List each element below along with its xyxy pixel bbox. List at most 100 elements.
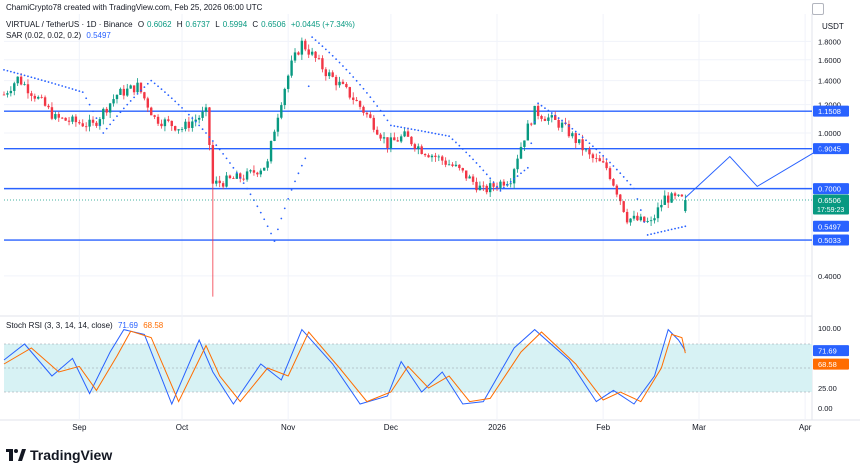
symbol-header: VIRTUAL / TetherUS · 1D · Binance O 0.606… — [6, 20, 355, 29]
sar-dot — [6, 69, 9, 72]
sar-dot — [208, 136, 211, 138]
sar-dot — [40, 79, 43, 82]
stoch-rsi-header: Stoch RSI (3, 3, 14, 14, close) 71.69 68… — [6, 321, 166, 330]
sar-dot — [520, 172, 522, 175]
chart-created-by: ChamiCrypto78 created with TradingView.c… — [6, 3, 263, 12]
sar-dot — [181, 107, 183, 109]
candle-body — [386, 137, 389, 149]
sar-dot — [150, 79, 153, 82]
candle-body — [345, 83, 348, 88]
candle-body — [492, 183, 495, 187]
sar-dot — [458, 144, 461, 147]
sar-dot — [78, 90, 81, 93]
sar-dot — [441, 133, 444, 136]
candle-body — [365, 112, 369, 115]
sar-dot — [177, 103, 180, 106]
sar-dot — [591, 145, 594, 148]
candle-body — [43, 97, 47, 106]
level-badge-label: 1.1508 — [818, 107, 841, 116]
sar-dot — [598, 151, 601, 154]
sar-dot — [3, 68, 5, 71]
candle-body — [208, 107, 211, 146]
sar-dot — [263, 218, 266, 221]
candle-body — [129, 85, 132, 89]
stoch-rsi-d-line — [3, 330, 686, 403]
sar-dot — [116, 115, 118, 118]
candle-body — [427, 155, 430, 158]
sar-dot — [95, 117, 98, 120]
sar-dot — [297, 172, 300, 175]
candle-body — [615, 185, 619, 195]
candle-body — [444, 160, 447, 165]
candle-body — [584, 149, 588, 151]
candle-body — [533, 105, 536, 125]
candle-body — [629, 218, 632, 223]
candle-body — [156, 116, 160, 124]
candle-body — [471, 176, 475, 182]
sar-dot — [174, 100, 177, 103]
candle-body — [451, 164, 454, 166]
sar-dot — [448, 135, 450, 138]
candle-body — [574, 133, 577, 143]
sar-dot — [437, 133, 440, 136]
sar-dot — [109, 123, 112, 126]
level-badge-label: 0.9045 — [818, 145, 841, 154]
candle-body — [571, 133, 574, 137]
sar-dot — [660, 230, 663, 233]
sar-dot — [468, 154, 471, 157]
candle-body — [300, 40, 304, 55]
candle-body — [150, 107, 153, 116]
tradingview-logo[interactable]: TradingView — [6, 447, 112, 463]
sar-dot — [677, 226, 680, 229]
candle-body — [358, 101, 362, 107]
symbol-name[interactable]: VIRTUAL / TetherUS · 1D · Binance — [6, 20, 133, 29]
candle-body — [516, 158, 519, 170]
sar-dot — [410, 128, 413, 131]
sar-dot — [300, 164, 303, 167]
sar-dot — [609, 161, 611, 164]
sar-dot — [256, 205, 259, 208]
sar-dot — [605, 158, 608, 161]
currency-label[interactable]: USDT — [822, 22, 844, 31]
sar-dot — [304, 157, 307, 160]
sar-dot — [201, 128, 204, 131]
sar-dot — [550, 112, 553, 114]
sar-dot — [20, 73, 23, 76]
sar-dot — [643, 221, 646, 223]
sar-label[interactable]: SAR (0.02, 0.02, 0.2) — [6, 31, 82, 40]
sar-dot — [184, 110, 187, 113]
sar-dot — [205, 132, 207, 134]
candle-body — [293, 52, 297, 61]
sar-dot — [362, 87, 365, 90]
sar-dot — [379, 109, 382, 112]
fullscreen-icon[interactable] — [812, 3, 824, 15]
candle-body — [430, 155, 434, 158]
stoch-rsi-label[interactable]: Stoch RSI (3, 3, 14, 14, close) — [6, 321, 113, 330]
candle-body — [660, 204, 663, 208]
candle-body — [543, 118, 547, 121]
rsi-y-tick-label: 25.00 — [818, 384, 837, 393]
candle-body — [167, 119, 170, 121]
candle-body — [636, 215, 639, 221]
sar-dot — [273, 240, 276, 242]
sar-dot — [502, 186, 505, 189]
sar-dot — [557, 117, 560, 119]
candle-body — [249, 170, 252, 172]
candle-body — [273, 131, 276, 142]
candle-body — [102, 108, 105, 120]
candle-body — [191, 121, 194, 128]
candle-body — [263, 167, 266, 171]
sar-dot — [37, 78, 40, 81]
candle-body — [321, 58, 324, 70]
candle-body — [221, 183, 225, 187]
candle-body — [643, 216, 646, 223]
candle-body — [40, 96, 43, 98]
candle-body — [119, 88, 122, 95]
x-tick-label: Feb — [596, 423, 610, 432]
price-badge-countdown: 17:59:23 — [817, 207, 844, 214]
sar-dot — [451, 138, 454, 141]
rsi-y-tick-label: 0.00 — [818, 404, 833, 413]
candle-body — [61, 117, 64, 119]
sar-dot — [626, 179, 629, 182]
